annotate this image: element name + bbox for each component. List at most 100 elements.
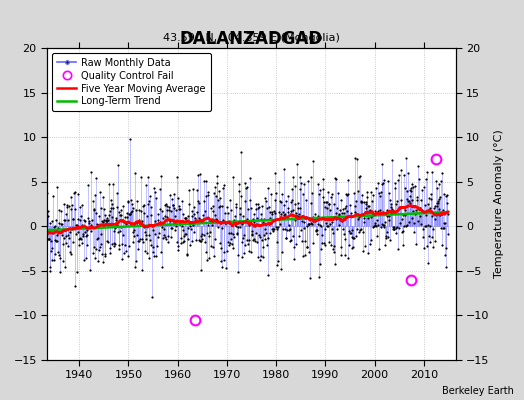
- Point: [338, 218, 346, 224]
- Point: [230, 234, 238, 240]
- Point: [209, 203, 217, 209]
- Point: [69, 216, 77, 222]
- Point: [190, 211, 198, 217]
- Point: [285, 227, 293, 234]
- Point: [204, 222, 212, 228]
- Point: [73, 268, 81, 275]
- Point: [101, 250, 109, 257]
- Point: [149, 249, 158, 255]
- Point: [264, 272, 272, 278]
- Point: [166, 218, 174, 224]
- Point: [46, 264, 54, 270]
- Point: [305, 275, 314, 282]
- Point: [112, 216, 121, 223]
- Point: [91, 210, 100, 217]
- Point: [43, 208, 52, 214]
- Point: [400, 172, 408, 178]
- Point: [353, 210, 361, 217]
- Point: [391, 224, 400, 231]
- Point: [364, 250, 373, 256]
- Point: [75, 235, 84, 242]
- Point: [44, 236, 52, 242]
- Point: [430, 211, 438, 218]
- Point: [138, 217, 146, 224]
- Point: [106, 208, 114, 214]
- Point: [108, 214, 117, 220]
- Point: [222, 264, 230, 271]
- Point: [406, 193, 414, 199]
- Point: [322, 198, 330, 205]
- Point: [290, 244, 298, 250]
- Point: [354, 229, 363, 235]
- Point: [358, 199, 366, 206]
- Point: [421, 202, 429, 208]
- Point: [180, 238, 189, 245]
- Point: [115, 246, 124, 253]
- Point: [281, 226, 289, 233]
- Point: [51, 222, 59, 229]
- Point: [43, 190, 51, 196]
- Point: [100, 217, 108, 224]
- Point: [309, 240, 317, 246]
- Point: [143, 182, 151, 188]
- Point: [196, 238, 205, 244]
- Point: [211, 236, 219, 242]
- Point: [419, 234, 427, 240]
- Point: [215, 188, 223, 194]
- Point: [424, 201, 432, 207]
- Point: [125, 210, 134, 217]
- Point: [392, 224, 401, 230]
- Point: [373, 222, 381, 229]
- Point: [70, 189, 79, 196]
- Point: [182, 230, 190, 237]
- Point: [184, 213, 192, 219]
- Point: [438, 170, 446, 176]
- Point: [46, 268, 54, 274]
- Point: [346, 230, 355, 236]
- Point: [321, 242, 330, 248]
- Point: [293, 213, 302, 220]
- Point: [382, 234, 390, 241]
- Point: [140, 210, 148, 217]
- Point: [212, 217, 221, 224]
- Point: [179, 211, 188, 217]
- Point: [92, 245, 101, 252]
- Point: [50, 224, 58, 230]
- Point: [348, 245, 356, 251]
- Point: [348, 234, 357, 240]
- Point: [292, 209, 300, 216]
- Point: [76, 204, 84, 210]
- Point: [153, 243, 161, 249]
- Point: [380, 222, 389, 228]
- Point: [140, 202, 149, 208]
- Point: [181, 214, 189, 221]
- Point: [386, 204, 395, 210]
- Point: [185, 223, 194, 230]
- Point: [415, 176, 423, 182]
- Point: [437, 225, 445, 232]
- Point: [57, 208, 66, 215]
- Point: [167, 234, 175, 240]
- Point: [367, 198, 376, 204]
- Point: [231, 220, 239, 227]
- Point: [406, 200, 414, 206]
- Point: [53, 184, 62, 190]
- Point: [246, 175, 255, 181]
- Point: [323, 198, 331, 205]
- Point: [109, 180, 117, 187]
- Point: [389, 224, 397, 230]
- Point: [116, 212, 124, 218]
- Point: [65, 203, 73, 209]
- Point: [74, 191, 83, 198]
- Point: [411, 207, 420, 213]
- Point: [272, 226, 281, 232]
- Point: [157, 248, 165, 255]
- Point: [105, 249, 114, 256]
- Point: [388, 206, 396, 212]
- Point: [99, 194, 107, 200]
- Point: [423, 260, 432, 266]
- Point: [354, 215, 362, 222]
- Point: [405, 219, 413, 226]
- Point: [86, 224, 94, 230]
- Point: [361, 209, 369, 215]
